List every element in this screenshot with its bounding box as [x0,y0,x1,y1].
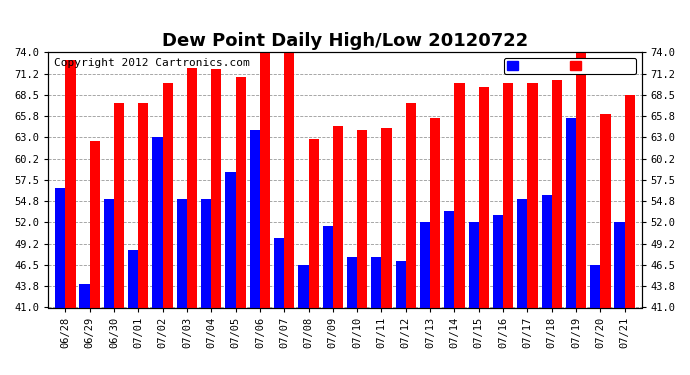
Bar [177,200,187,375]
Bar [527,83,538,375]
Bar [600,114,611,375]
Bar [455,83,464,375]
Bar [357,130,367,375]
Bar [576,49,586,375]
Bar [542,195,552,375]
Bar [201,200,211,375]
Bar [226,172,235,375]
Title: Dew Point Daily High/Low 20120722: Dew Point Daily High/Low 20120722 [162,32,528,50]
Bar [347,257,357,375]
Bar [260,49,270,375]
Bar [371,257,382,375]
Bar [274,238,284,375]
Bar [66,60,75,375]
Bar [333,126,343,375]
Bar [590,265,600,375]
Bar [406,103,416,375]
Bar [55,188,66,375]
Bar [211,69,221,375]
Bar [479,87,489,375]
Legend: Low  (°F), High  (°F): Low (°F), High (°F) [504,58,636,74]
Bar [552,80,562,375]
Bar [79,284,90,375]
Bar [323,226,333,375]
Bar [104,200,114,375]
Bar [469,222,479,375]
Bar [298,265,308,375]
Bar [152,138,163,375]
Bar [250,130,260,375]
Bar [138,103,148,375]
Bar [444,211,455,375]
Bar [187,68,197,375]
Bar [430,118,440,375]
Bar [624,95,635,375]
Bar [382,128,392,375]
Bar [615,222,624,375]
Bar [163,83,172,375]
Bar [518,200,527,375]
Bar [566,118,576,375]
Bar [284,49,295,375]
Bar [308,139,319,375]
Bar [395,261,406,375]
Text: Copyright 2012 Cartronics.com: Copyright 2012 Cartronics.com [55,58,250,68]
Bar [503,83,513,375]
Bar [420,222,430,375]
Bar [90,141,100,375]
Bar [493,215,503,375]
Bar [128,249,138,375]
Bar [114,103,124,375]
Bar [235,77,246,375]
